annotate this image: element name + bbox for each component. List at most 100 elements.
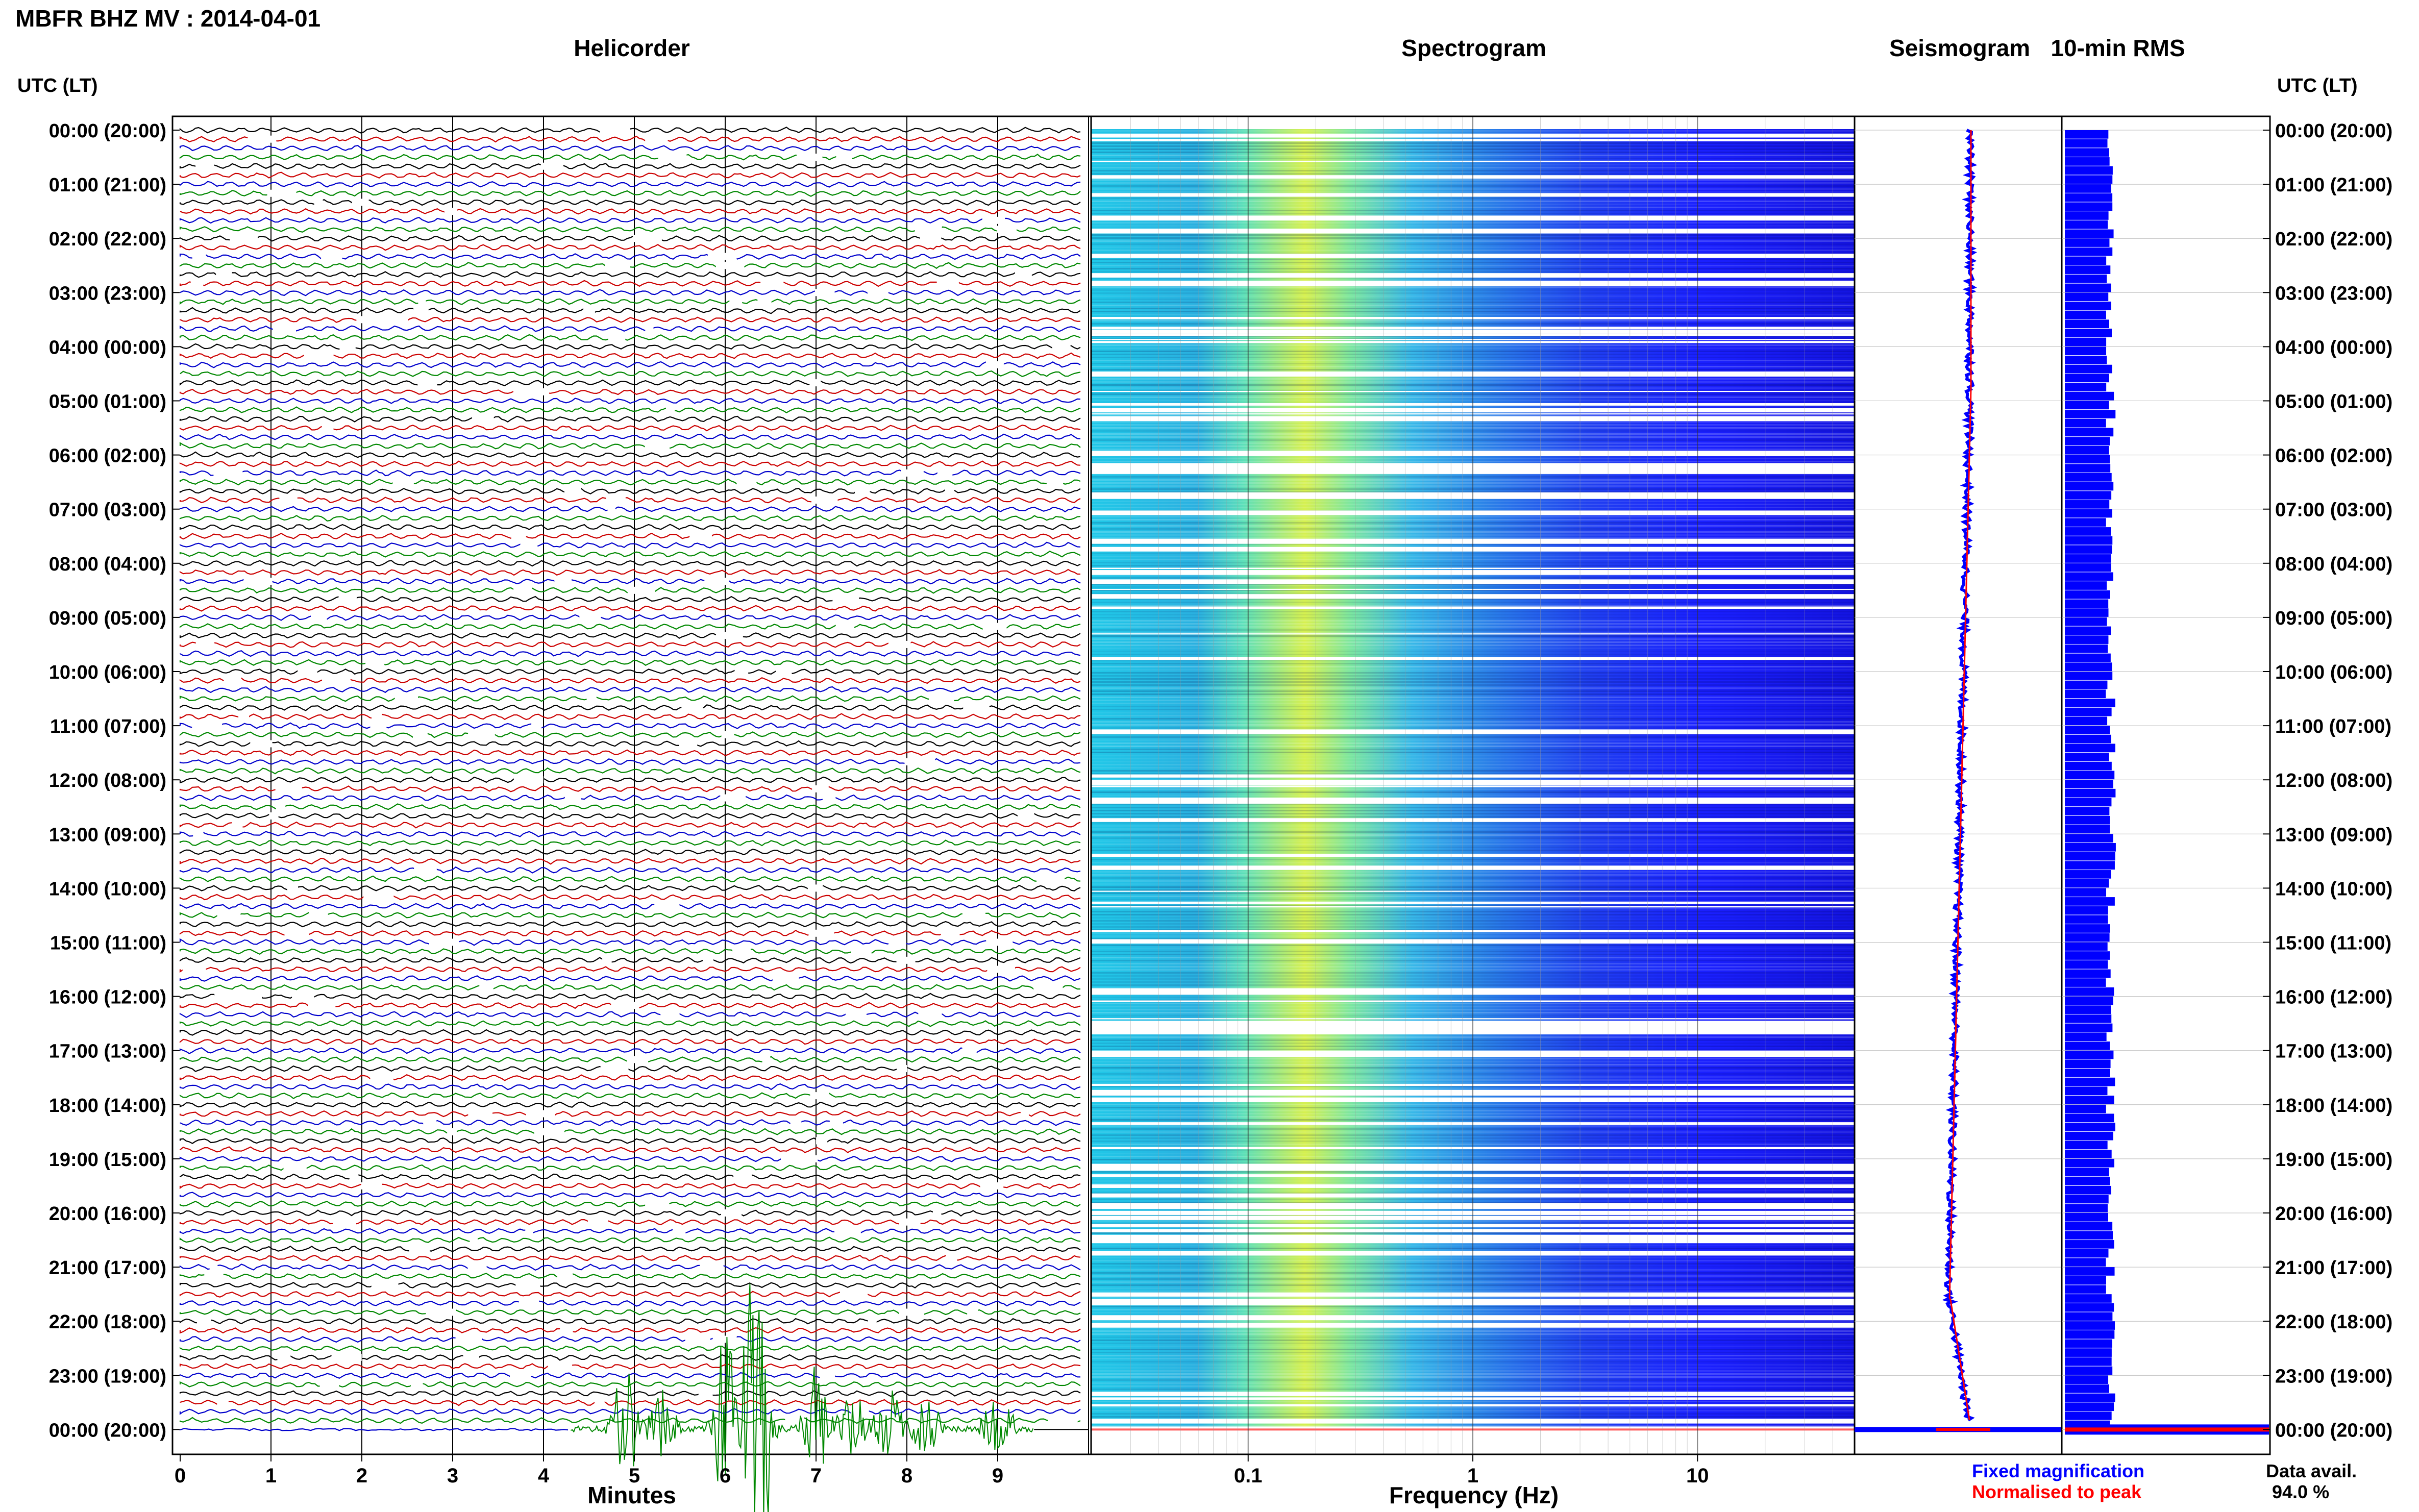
data-gap <box>444 208 458 215</box>
rms-bar <box>2065 437 2110 445</box>
data-gap <box>721 1209 742 1217</box>
data-gap <box>467 1263 487 1271</box>
helicorder-trace <box>179 776 1081 784</box>
time-label-left: 05:00 (01:00) <box>49 391 166 413</box>
data-gap <box>834 1227 861 1235</box>
seismogram-frame <box>1854 115 2063 1455</box>
time-label-left: 03:00 (23:00) <box>49 283 166 304</box>
helicorder-trace <box>179 1192 1081 1199</box>
data-gap <box>470 1236 478 1244</box>
data-gap <box>729 298 743 305</box>
rms-bar <box>2065 825 2110 834</box>
data-gap <box>513 586 532 594</box>
data-gap <box>1052 343 1071 351</box>
rms-bar <box>2065 617 2107 626</box>
data-gap <box>370 722 387 730</box>
rms-bar <box>2065 202 2113 211</box>
rms-bar <box>2065 229 2114 238</box>
data-gap <box>608 334 626 341</box>
helicorder-trace <box>179 812 1081 820</box>
time-label-right: 17:00 (13:00) <box>2275 1041 2392 1062</box>
data-gap <box>704 578 729 585</box>
rms-bar <box>2065 942 2108 951</box>
rms-bar <box>2065 626 2111 635</box>
rms-bar <box>2065 815 2110 825</box>
rms-bar <box>2065 310 2106 319</box>
helicorder-trace <box>179 316 1080 323</box>
frequency-tick-label: 1 <box>1467 1465 1478 1487</box>
data-gap <box>645 135 668 143</box>
rms-bar <box>2065 1050 2114 1059</box>
helicorder-trace <box>179 1020 1081 1027</box>
data-gap <box>279 497 298 504</box>
time-label-right: 05:00 (01:00) <box>2275 391 2392 413</box>
helicorder-trace <box>179 659 1081 666</box>
data-gap <box>519 1299 539 1307</box>
data-gap <box>413 307 429 314</box>
data-gap <box>557 1272 573 1280</box>
helicorder-trace <box>179 1335 1081 1343</box>
helicorder-trace <box>179 163 1081 170</box>
data-gap <box>1020 1110 1029 1118</box>
data-gap <box>309 911 328 919</box>
helicorder-trace <box>179 1173 1081 1180</box>
data-gap <box>248 135 277 143</box>
rms-bar <box>2065 554 2111 563</box>
rms-bar <box>2065 879 2109 888</box>
helicorder-trace <box>179 722 1081 729</box>
data-gap <box>732 948 751 955</box>
rms-bar <box>2065 1195 2109 1204</box>
data-gap <box>941 929 960 937</box>
data-gap <box>579 613 601 621</box>
data-gap <box>308 1002 336 1009</box>
data-gap <box>287 884 299 892</box>
data-gap <box>292 993 314 1000</box>
data-gap <box>654 902 680 910</box>
rms-bar <box>2065 364 2112 374</box>
rms-bar <box>2065 301 2111 310</box>
rms-bar <box>2065 1077 2115 1086</box>
data-gap <box>600 1065 629 1073</box>
helicorder-trace <box>179 181 1081 188</box>
rms-bar <box>2065 716 2108 726</box>
data-gap <box>899 1218 921 1226</box>
helicorder-trace <box>179 1083 1081 1090</box>
data-gap <box>447 1128 457 1135</box>
data-gap <box>712 1335 737 1343</box>
time-label-right: 22:00 (18:00) <box>2275 1311 2392 1333</box>
time-label-left: 17:00 (13:00) <box>49 1041 166 1062</box>
helicorder-trace <box>179 190 1081 197</box>
rms-bar <box>2065 518 2106 527</box>
helicorder-trace <box>179 135 1081 143</box>
helicorder-trace <box>179 334 1081 341</box>
helicorder-trace <box>179 515 1081 522</box>
data-gap <box>540 162 563 170</box>
rms-bar <box>2065 1069 2110 1077</box>
rms-bar <box>2065 1168 2109 1177</box>
data-gap <box>660 1010 680 1018</box>
data-availability-label: Data avail. <box>2266 1460 2357 1481</box>
helicorder-trace <box>179 921 1081 928</box>
time-label-left: 09:00 (05:00) <box>49 608 166 629</box>
time-label-right: 21:00 (17:00) <box>2275 1257 2392 1279</box>
helicorder-trace <box>179 1326 1081 1334</box>
data-gap <box>888 640 911 648</box>
data-gap <box>681 704 703 711</box>
helicorder-trace <box>179 1119 1081 1127</box>
data-gap <box>645 442 670 450</box>
data-gap <box>645 325 654 333</box>
seismogram-title: Seismogram <box>1889 35 2030 61</box>
helicorder-trace <box>179 171 1081 179</box>
data-gap <box>238 713 250 721</box>
helicorder-trace <box>179 803 1081 810</box>
helicorder-trace <box>179 686 1081 693</box>
helicorder-trace <box>179 731 1081 738</box>
data-gap <box>679 740 698 748</box>
rms-bar <box>2065 1185 2111 1195</box>
data-gap <box>319 1380 339 1388</box>
data-gap <box>920 235 942 242</box>
helicorder-trace <box>179 1182 1081 1189</box>
rms-bar <box>2065 193 2113 202</box>
frequency-axis: 0.1 1 10 <box>1234 1454 1709 1487</box>
helicorder-trace <box>179 280 1081 287</box>
